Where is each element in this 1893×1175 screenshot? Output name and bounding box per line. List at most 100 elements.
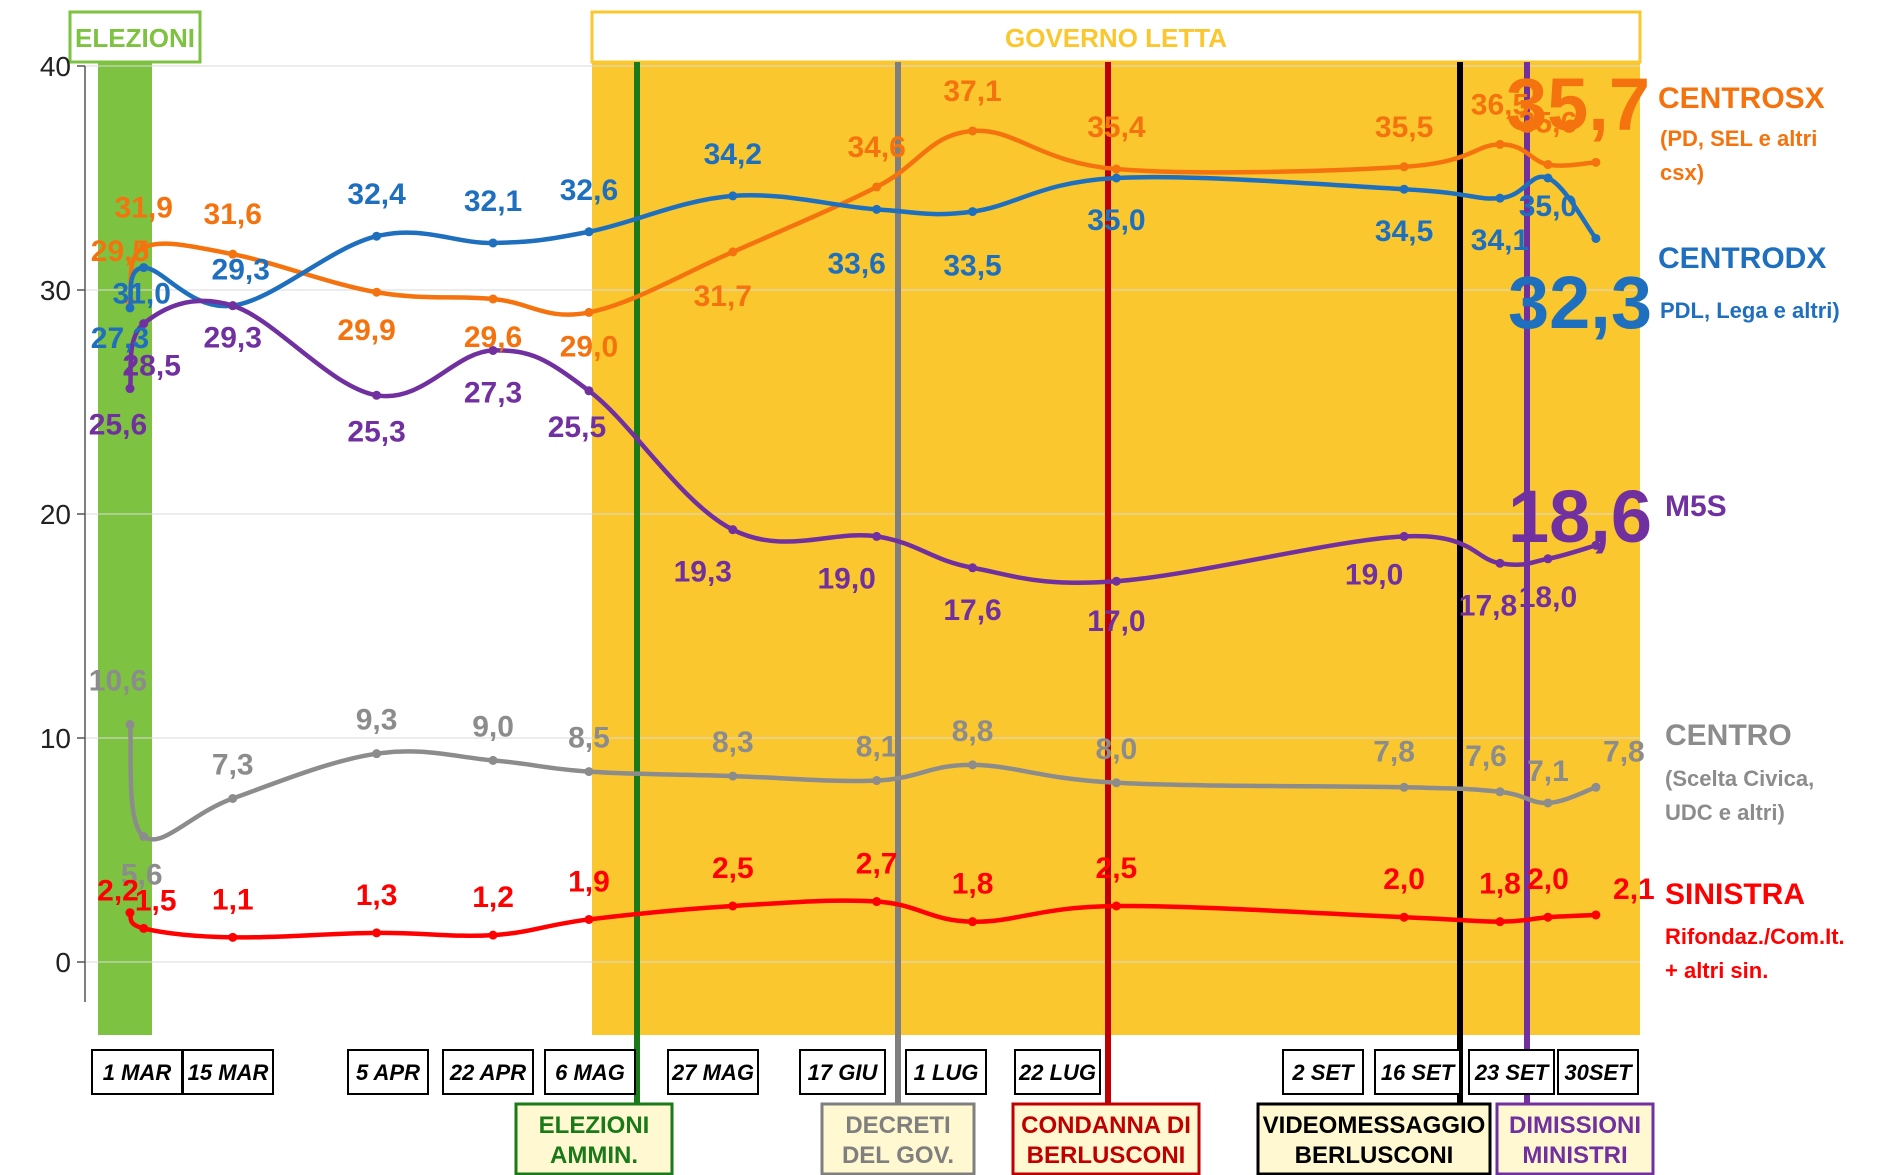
date-label: 1 MAR bbox=[103, 1060, 172, 1085]
data-point-m5s bbox=[488, 345, 498, 355]
series-line-sinistra bbox=[127, 898, 1599, 940]
data-point-centrodx bbox=[372, 231, 382, 241]
data-point-centrodx bbox=[1543, 173, 1553, 183]
data-label-centrosx: 37,1 bbox=[943, 75, 1001, 108]
date-label: 17 GIU bbox=[808, 1060, 879, 1085]
data-label-centrosx: 29,9 bbox=[337, 314, 395, 347]
data-label-centrosx: 34,6 bbox=[847, 131, 905, 164]
data-point-m5s bbox=[139, 319, 149, 329]
band-governo-label-box bbox=[590, 10, 1642, 64]
data-point-centrodx bbox=[872, 204, 882, 214]
event-label-line1: DECRETI bbox=[845, 1112, 950, 1139]
data-point-sinistra bbox=[872, 897, 882, 907]
event-box bbox=[1011, 1102, 1201, 1175]
data-point-centro bbox=[139, 832, 149, 842]
data-point-centro bbox=[488, 755, 498, 765]
data-label-centro: 8,8 bbox=[952, 715, 994, 748]
data-label-centrodx: 34,1 bbox=[1471, 224, 1529, 257]
legend-subtitle-sinistra: Rifondaz./Com.It. + altri sin. bbox=[1665, 924, 1845, 983]
legend-name-centrodx: CENTRODX bbox=[1658, 242, 1826, 275]
event-label-line2: BERLUSCONI bbox=[1295, 1142, 1454, 1169]
date-box bbox=[1557, 1049, 1639, 1095]
data-point-centro bbox=[1399, 782, 1409, 792]
legend-subtitle-line: UDC e altri) bbox=[1665, 800, 1785, 825]
data-label-centrodx: 31,0 bbox=[113, 278, 171, 311]
data-point-m5s bbox=[968, 563, 978, 573]
data-point-centro bbox=[228, 793, 238, 803]
data-point-centro bbox=[728, 771, 738, 781]
data-label-m5s: 28,5 bbox=[123, 350, 181, 383]
data-point-centrodx bbox=[584, 227, 594, 237]
series-layer bbox=[125, 126, 1601, 942]
date-label: 15 MAR bbox=[188, 1060, 269, 1085]
event-box bbox=[1495, 1102, 1655, 1175]
data-point-sinistra bbox=[1399, 912, 1409, 922]
event-label-line1: VIDEOMESSAGGIO bbox=[1263, 1112, 1486, 1139]
event-label-line2: AMMIN. bbox=[550, 1142, 638, 1169]
data-label-centro: 8,1 bbox=[856, 731, 898, 764]
y-tick-label: 10 bbox=[40, 723, 71, 754]
data-label-centro: 5,6 bbox=[121, 859, 163, 892]
date-label: 5 APR bbox=[356, 1060, 420, 1085]
data-point-sinistra bbox=[1111, 901, 1121, 911]
data-point-centrodx bbox=[488, 238, 498, 248]
data-point-m5s bbox=[228, 301, 238, 311]
data-label-centrodx: 34,2 bbox=[704, 138, 762, 171]
legend-subtitle-line: + altri sin. bbox=[1665, 958, 1768, 983]
series-line-centro bbox=[127, 722, 1599, 842]
data-point-centro bbox=[872, 776, 882, 786]
data-label-centrosx: 35,5 bbox=[1375, 111, 1433, 144]
data-point-centrosx bbox=[1495, 139, 1505, 149]
data-label-centrodx: 29,3 bbox=[212, 254, 270, 287]
legend-subtitle-line: Rifondaz./Com.It. bbox=[1665, 924, 1845, 949]
data-label-centrodx: 35,0 bbox=[1087, 204, 1145, 237]
data-label-centro: 8,5 bbox=[568, 722, 610, 755]
data-point-centrosx bbox=[968, 126, 978, 136]
date-box bbox=[347, 1049, 429, 1095]
data-label-sinistra: 2,0 bbox=[1383, 863, 1425, 896]
data-label-centrodx: 34,5 bbox=[1375, 215, 1433, 248]
data-label-sinistra: 1,9 bbox=[568, 865, 610, 898]
y-tick-label: 40 bbox=[40, 51, 71, 82]
data-label-centrodx: 32,6 bbox=[560, 174, 618, 207]
data-label-centrosx: 31,9 bbox=[115, 191, 173, 224]
data-label-centrosx: 31,7 bbox=[694, 280, 752, 313]
data-point-centrosx bbox=[1591, 157, 1601, 167]
date-box bbox=[91, 1049, 183, 1095]
data-label-sinistra: 2,7 bbox=[856, 848, 898, 881]
last-value-centrodx: 32,3 bbox=[1508, 261, 1652, 344]
date-box bbox=[1468, 1049, 1555, 1095]
series-line-centrosx bbox=[127, 128, 1599, 317]
data-point-m5s bbox=[372, 390, 382, 400]
data-label-centro: 9,0 bbox=[472, 710, 514, 743]
event-label-line2: BERLUSCONI bbox=[1027, 1142, 1186, 1169]
data-label-centro: 9,3 bbox=[356, 704, 398, 737]
data-label-sinistra: 2,5 bbox=[712, 852, 754, 885]
data-point-centro bbox=[1543, 798, 1553, 808]
date-box bbox=[1374, 1049, 1461, 1095]
data-label-centrosx: 29,5 bbox=[91, 235, 149, 268]
data-point-centrosx bbox=[584, 307, 594, 317]
date-box bbox=[667, 1049, 759, 1095]
last-value-centrosx: 35,7 bbox=[1506, 63, 1650, 146]
data-point-centro bbox=[968, 760, 978, 770]
data-label-m5s: 29,3 bbox=[204, 322, 262, 355]
data-point-sinistra bbox=[228, 932, 238, 942]
date-box bbox=[544, 1049, 636, 1095]
legend-subtitle-centro: (Scelta Civica, UDC e altri) bbox=[1665, 766, 1814, 825]
data-label-centrosx: 36,5 bbox=[1471, 88, 1529, 121]
date-label: 27 MAG bbox=[671, 1060, 754, 1085]
data-point-m5s bbox=[1111, 576, 1121, 586]
data-label-centrosx: 35,4 bbox=[1087, 111, 1146, 144]
y-tick-label: 20 bbox=[40, 499, 71, 530]
date-label: 22 APR bbox=[449, 1060, 526, 1085]
data-point-m5s bbox=[1495, 558, 1505, 568]
data-label-centro: 7,8 bbox=[1603, 735, 1645, 768]
date-box bbox=[1282, 1049, 1364, 1095]
data-label-sinistra: 2,1 bbox=[1613, 873, 1655, 906]
data-label-m5s: 17,6 bbox=[943, 594, 1001, 627]
date-label: 2 SET bbox=[1291, 1060, 1355, 1085]
data-label-sinistra: 1,1 bbox=[212, 883, 254, 916]
data-point-m5s bbox=[125, 384, 135, 394]
data-point-centrosx bbox=[139, 242, 149, 252]
